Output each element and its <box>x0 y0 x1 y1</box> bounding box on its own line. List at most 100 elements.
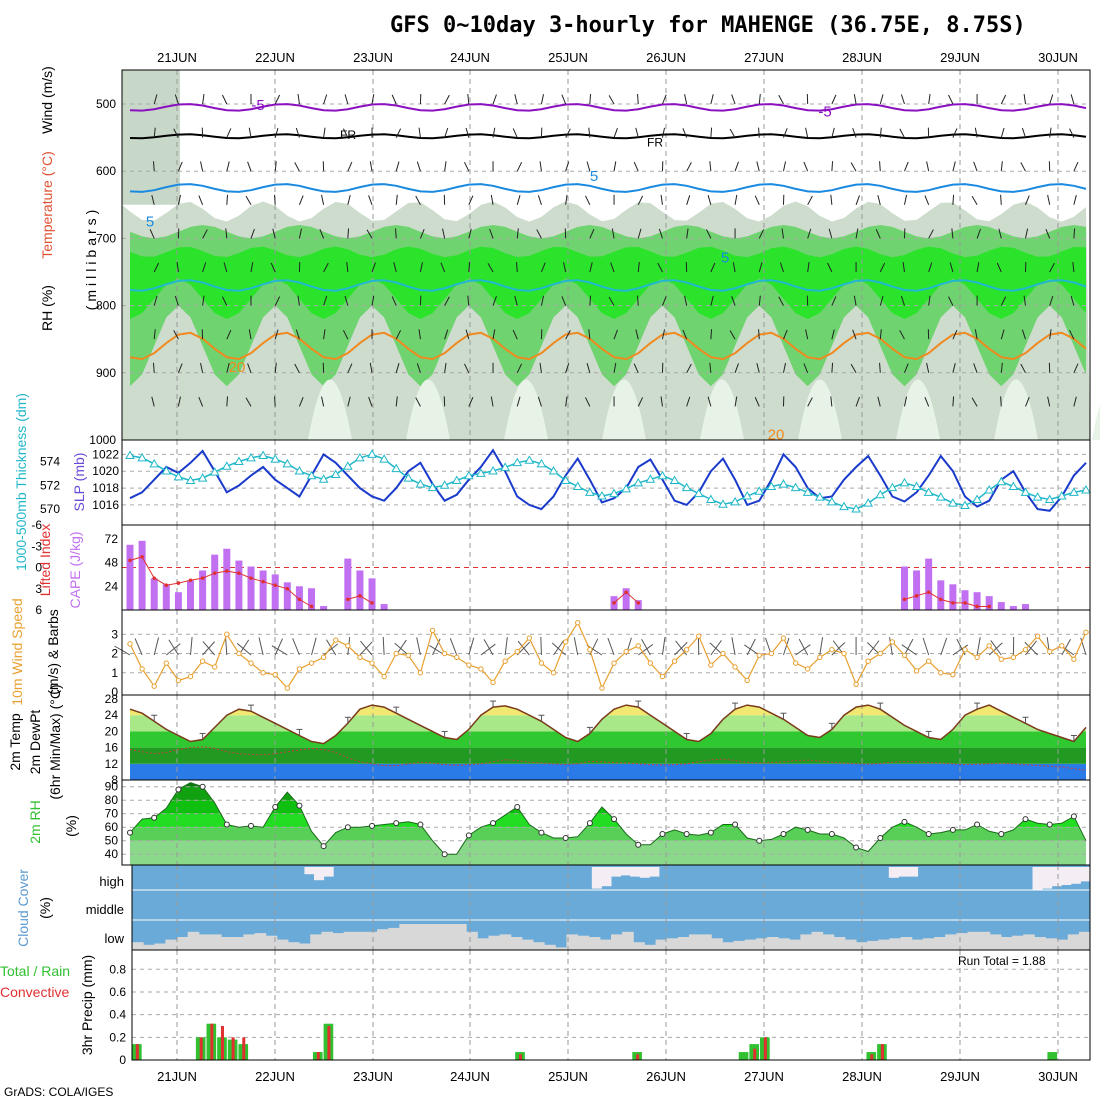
wind-barb <box>395 194 398 205</box>
ytick-rh: 40 <box>105 847 119 861</box>
thickness-marker <box>415 479 426 488</box>
cape-bar <box>344 558 352 610</box>
wind-barb <box>853 94 857 105</box>
wind10m-point <box>526 635 533 641</box>
wind-barb <box>781 228 784 239</box>
wind-barb <box>226 194 229 205</box>
wind-barb <box>686 228 689 239</box>
wind-barb <box>709 362 712 373</box>
wind-barb <box>1000 329 1005 340</box>
wind-barb <box>319 228 325 239</box>
cloud-low-gap <box>165 939 178 950</box>
thickness-marker <box>911 481 922 490</box>
wind-barb <box>976 262 980 273</box>
wind-barb <box>904 161 909 172</box>
rh2m-point <box>707 829 714 836</box>
rh2m-point <box>441 851 448 858</box>
ytick-li: 3 <box>35 582 42 596</box>
wind-barb <box>926 161 930 172</box>
li-point <box>128 558 132 563</box>
wind-barb <box>608 296 615 306</box>
wind10m-point <box>817 654 823 661</box>
wind-barb <box>686 363 692 374</box>
wind-barb <box>464 161 470 172</box>
precip-conv-bar <box>753 1048 757 1060</box>
rh2m-point <box>683 830 690 837</box>
ytick-pressure: 1000 <box>89 433 116 447</box>
wind-barb <box>298 228 302 239</box>
wind-barb <box>294 162 300 172</box>
wind-barb <box>900 295 905 306</box>
wind-barb <box>831 296 837 306</box>
ytick-cape: 24 <box>105 579 119 593</box>
thickness-marker <box>802 487 813 496</box>
wind-barb <box>416 161 421 172</box>
label-slp: SLP (mb) <box>71 453 87 512</box>
cloud-low-gap <box>521 939 534 950</box>
wind-barb <box>468 397 474 407</box>
cape-bar <box>937 580 945 610</box>
ytick-cape: 72 <box>105 532 119 546</box>
wind-barb <box>565 128 571 138</box>
dry-spike <box>602 379 646 440</box>
cloud-low-gap <box>421 924 434 950</box>
cape-bar <box>913 570 921 610</box>
thickness-marker <box>524 455 535 464</box>
wind-barb <box>732 262 736 273</box>
wind-barb <box>831 161 834 172</box>
wind-barb <box>828 228 833 239</box>
wind-barb <box>1025 396 1030 407</box>
slp-line <box>129 448 1087 512</box>
li-point <box>612 601 616 605</box>
precip-conv-bar <box>135 1044 139 1060</box>
cloud-high-gap <box>907 867 919 877</box>
li-point <box>938 597 943 602</box>
cape-bar <box>150 578 158 610</box>
wind-barb <box>976 228 981 239</box>
rh2m-point <box>1046 821 1053 828</box>
wind-barb <box>637 228 642 239</box>
wind-barb <box>468 228 472 239</box>
date-bottom-9: 30JUN <box>1038 1069 1078 1084</box>
wind10m-point <box>357 654 363 661</box>
wind-barb <box>682 329 688 340</box>
thickness-marker <box>379 454 389 463</box>
wind10m-point <box>1046 648 1053 655</box>
wind-barb <box>1023 295 1026 306</box>
wind-barb-10m <box>551 642 566 656</box>
cape-bar <box>187 580 195 610</box>
wind10m-point <box>768 650 775 657</box>
ytick-temp: 28 <box>105 692 119 706</box>
wind-barb <box>245 397 252 407</box>
wind-barb <box>756 362 760 373</box>
rh2m-point <box>199 783 206 790</box>
wind-barb <box>516 363 523 374</box>
precip-conv-bar <box>519 1054 523 1060</box>
li-point <box>975 604 979 609</box>
cape-bar <box>1021 604 1029 610</box>
wind-barb <box>585 195 591 206</box>
wind-barb <box>754 195 760 206</box>
thickness-marker <box>149 458 160 468</box>
wind10m-point <box>925 658 932 664</box>
cloud-low-gap <box>889 938 902 950</box>
wind-barb <box>565 161 570 172</box>
precip-total-bar <box>1047 1052 1058 1060</box>
wind-barb <box>347 161 353 172</box>
wind-barb <box>853 295 857 306</box>
wind-barb <box>903 194 908 205</box>
wind-barb-10m <box>901 644 917 656</box>
rh2m-point <box>175 786 182 793</box>
wind10m-point <box>369 660 375 666</box>
wind-barb <box>418 127 421 138</box>
cloud-low-gap <box>588 937 601 950</box>
wind10m-point <box>950 671 956 678</box>
wind-barb <box>613 362 617 373</box>
ytick-slp: 1022 <box>92 447 119 461</box>
wind-barb <box>492 296 497 306</box>
wind-barb <box>226 161 230 172</box>
wind-barb-10m <box>483 639 494 656</box>
cloud-level-low: low <box>104 931 124 946</box>
wind-barb <box>516 195 521 205</box>
